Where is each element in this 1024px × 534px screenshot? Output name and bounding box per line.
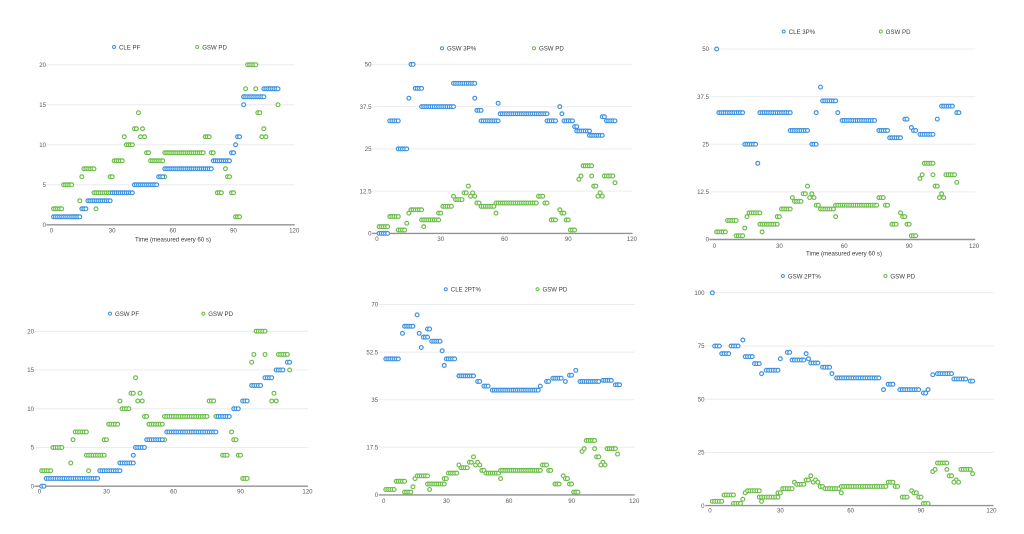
svg-text:20: 20	[27, 328, 34, 335]
svg-text:35: 35	[371, 397, 378, 404]
svg-text:0: 0	[708, 507, 712, 514]
svg-text:10: 10	[27, 406, 34, 413]
svg-text:60: 60	[170, 489, 177, 496]
svg-text:30: 30	[109, 227, 116, 234]
svg-text:0: 0	[38, 489, 42, 496]
svg-text:CLE 2PT%: CLE 2PT%	[451, 287, 482, 294]
svg-text:17.5: 17.5	[366, 445, 378, 452]
svg-text:0: 0	[31, 483, 35, 490]
svg-text:30: 30	[776, 243, 783, 250]
svg-text:20: 20	[39, 62, 46, 69]
svg-text:GSW PD: GSW PD	[543, 287, 568, 294]
svg-text:50: 50	[698, 396, 705, 403]
svg-text:60: 60	[501, 236, 508, 243]
svg-text:0: 0	[43, 222, 47, 229]
svg-text:5: 5	[43, 182, 47, 189]
svg-text:GSW PD: GSW PD	[886, 29, 911, 36]
svg-text:120: 120	[302, 489, 313, 496]
svg-text:CLE 3P%: CLE 3P%	[789, 29, 816, 36]
svg-text:0: 0	[375, 492, 379, 499]
svg-text:0: 0	[713, 243, 717, 250]
svg-text:15: 15	[27, 367, 34, 374]
svg-text:25: 25	[698, 450, 705, 457]
svg-text:60: 60	[847, 507, 854, 514]
svg-text:120: 120	[986, 507, 997, 514]
svg-text:GSW PD: GSW PD	[208, 311, 233, 318]
svg-text:60: 60	[169, 227, 176, 234]
svg-text:0: 0	[375, 236, 379, 243]
svg-text:60: 60	[506, 498, 513, 505]
svg-text:10: 10	[39, 142, 46, 149]
svg-text:75: 75	[698, 343, 705, 350]
svg-text:90: 90	[230, 227, 237, 234]
svg-text:90: 90	[565, 236, 572, 243]
svg-text:GSW PD: GSW PD	[890, 273, 915, 280]
svg-text:Time (measured every 60 s): Time (measured every 60 s)	[806, 251, 882, 258]
svg-text:90: 90	[906, 243, 913, 250]
svg-text:0: 0	[706, 237, 710, 244]
svg-text:15: 15	[39, 102, 46, 109]
svg-text:30: 30	[777, 507, 784, 514]
svg-text:90: 90	[568, 498, 575, 505]
svg-text:0: 0	[701, 503, 705, 510]
svg-text:GSW PD: GSW PD	[539, 46, 564, 53]
svg-text:25: 25	[702, 141, 709, 148]
svg-text:0: 0	[382, 498, 386, 505]
svg-text:5: 5	[31, 445, 35, 452]
svg-text:CLE PF: CLE PF	[119, 44, 141, 51]
svg-text:120: 120	[629, 498, 640, 505]
svg-text:50: 50	[365, 62, 372, 69]
svg-text:GSW PD: GSW PD	[202, 44, 227, 51]
svg-text:Time (measured every 60 s): Time (measured every 60 s)	[135, 237, 211, 244]
svg-text:90: 90	[237, 489, 244, 496]
svg-text:90: 90	[918, 507, 925, 514]
svg-text:30: 30	[443, 498, 450, 505]
svg-text:120: 120	[289, 227, 300, 234]
svg-text:GSW PF: GSW PF	[115, 311, 139, 318]
svg-text:120: 120	[969, 243, 980, 250]
svg-text:GSW 3P%: GSW 3P%	[447, 46, 477, 53]
svg-text:GSW 2PT%: GSW 2PT%	[788, 273, 821, 280]
svg-text:0: 0	[368, 231, 372, 238]
svg-text:52.5: 52.5	[366, 349, 378, 356]
svg-text:30: 30	[103, 489, 110, 496]
svg-text:0: 0	[50, 227, 54, 234]
svg-text:60: 60	[841, 243, 848, 250]
svg-text:50: 50	[702, 46, 709, 53]
svg-text:70: 70	[371, 302, 378, 309]
svg-text:100: 100	[694, 290, 705, 297]
svg-text:30: 30	[437, 236, 444, 243]
svg-text:37.5: 37.5	[360, 104, 372, 111]
svg-text:37.5: 37.5	[697, 94, 709, 101]
svg-text:120: 120	[627, 236, 638, 243]
svg-text:25: 25	[365, 146, 372, 153]
svg-text:12.5: 12.5	[697, 189, 709, 196]
svg-text:12.5: 12.5	[360, 188, 372, 195]
